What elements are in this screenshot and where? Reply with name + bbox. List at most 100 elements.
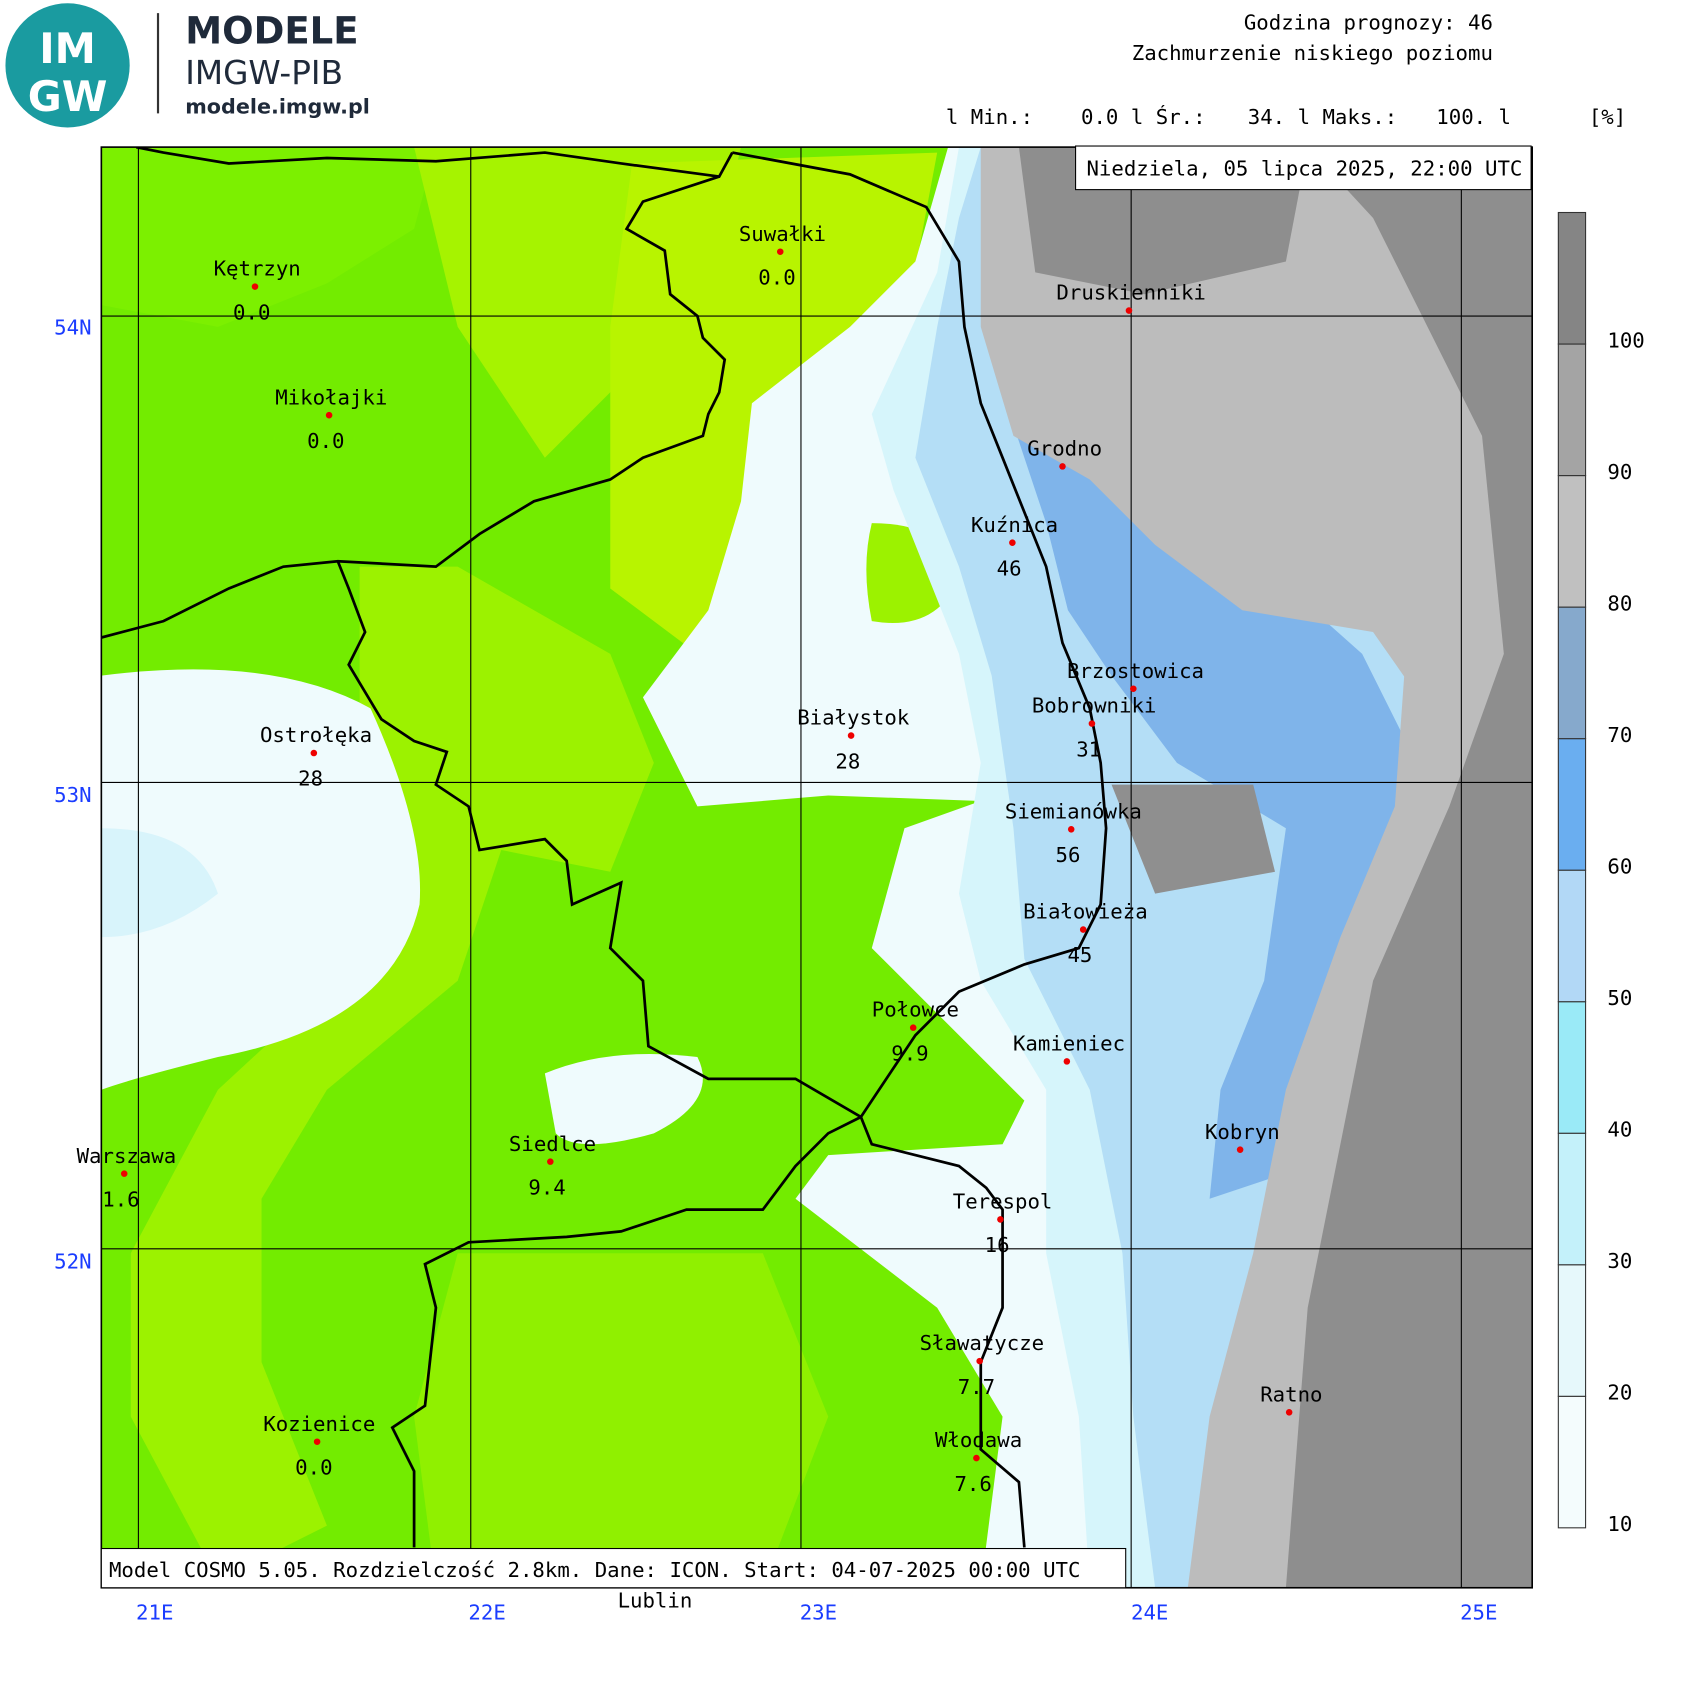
city-name: Białowieża: [1023, 900, 1148, 924]
legend-swatch: [1557, 1001, 1587, 1134]
city-dot: [1236, 1146, 1244, 1153]
city-dot: [251, 283, 259, 290]
forecast-hour: Godzina prognozy: 46: [1244, 10, 1493, 34]
lon-label: 21E: [136, 1600, 173, 1624]
legend-swatch: [1557, 211, 1587, 345]
legend-label: 90: [1607, 460, 1632, 484]
city-name: Warszawa: [77, 1144, 177, 1168]
city-value: 0.0: [307, 429, 344, 453]
city-dot: [1009, 539, 1016, 546]
lat-label: 52N: [54, 1249, 91, 1273]
legend-swatch: [1557, 606, 1587, 740]
city-dot: [1059, 463, 1066, 470]
stat: l Min.:: [946, 105, 1033, 129]
city-name: Terespol: [953, 1190, 1053, 1214]
site: modele.imgw.pl: [185, 94, 370, 118]
city-dot: [776, 248, 784, 255]
city-name: Bobrowniki: [1032, 694, 1157, 718]
city-dot: [997, 1216, 1004, 1223]
city-dot: [1285, 1409, 1293, 1416]
city-name: Brzostowica: [1067, 659, 1204, 683]
legend-label: 80: [1607, 591, 1632, 615]
logo-circle: [5, 3, 130, 128]
city-value: 45: [1067, 943, 1092, 967]
place-label: Lublin: [618, 1588, 693, 1612]
city-value: 1.6: [102, 1187, 139, 1211]
city-value: 9.9: [891, 1041, 928, 1065]
city-name: Kuźnica: [971, 513, 1058, 537]
legend-label: 10: [1607, 1512, 1632, 1536]
city-dot: [1088, 720, 1096, 727]
lat-label: 54N: [54, 316, 91, 340]
city-dot: [547, 1158, 554, 1165]
legend-swatch: [1557, 1264, 1587, 1397]
date-box: [1075, 145, 1532, 191]
field: [101, 147, 1533, 1588]
city-dot: [325, 411, 333, 419]
stat: 100. l: [1436, 105, 1511, 129]
city-name: Druskienniki: [1056, 281, 1205, 305]
legend-swatch: [1557, 738, 1587, 871]
city-dot: [1079, 926, 1087, 933]
overlay: 21E 22E 23E 24E 25E 54N 53N 52N 10 20 30 40 50 60 70 80…: [54, 211, 1645, 1624]
city-value: 16: [985, 1233, 1010, 1257]
legend-label: 20: [1607, 1381, 1632, 1405]
city-name: Grodno: [1027, 437, 1102, 461]
field-name: Zachmurzenie niskiego poziomu: [1132, 41, 1493, 65]
city-name: Ratno: [1260, 1382, 1322, 1406]
legend-swatch: [1557, 343, 1587, 477]
city-name: Ostrołęka: [260, 723, 372, 747]
city-dot: [973, 1454, 980, 1462]
city-dot: [1067, 826, 1075, 833]
city-dot: [1125, 307, 1133, 314]
legend-swatch: [1557, 1395, 1587, 1529]
city-dot: [313, 1438, 321, 1445]
footer: Model COSMO 5.05. Rozdzielczość 2.8km. D…: [109, 1558, 1080, 1582]
city-name: Siemianówka: [1005, 799, 1142, 823]
legend-label: 50: [1607, 986, 1632, 1010]
legend-label: 100: [1607, 328, 1644, 352]
brand: MODELE: [185, 10, 358, 53]
city-value: 0.0: [295, 1455, 332, 1479]
legend-label: 30: [1607, 1249, 1632, 1273]
city-value: 7.7: [958, 1375, 995, 1399]
legend-label: 60: [1607, 854, 1632, 878]
lon-label: 25E: [1460, 1600, 1497, 1624]
city-value: 28: [835, 749, 860, 773]
stat: 34. l Maks.:: [1248, 105, 1397, 129]
logo-bottom: GW: [28, 73, 108, 121]
city-value: 7.6: [954, 1472, 991, 1496]
org: IMGW-PIB: [185, 54, 343, 92]
city-name: Kamieniec: [1013, 1032, 1125, 1056]
legend-swatch: [1557, 1132, 1587, 1266]
city-value: 0.0: [758, 265, 795, 289]
date: Niedziela, 05 lipca 2025, 22:00 UTC: [1086, 156, 1522, 180]
city-value: 31: [1076, 737, 1101, 761]
city-name: Kętrzyn: [214, 257, 301, 281]
city-dot: [120, 1170, 128, 1177]
city-dot: [976, 1357, 983, 1365]
city-name: Białystok: [797, 706, 910, 730]
unit: [%]: [1589, 105, 1626, 129]
city-name: Siedlce: [509, 1132, 596, 1156]
city-value: 0.0: [233, 300, 270, 324]
city-dot: [310, 749, 318, 757]
lon-label: 24E: [1131, 1600, 1168, 1624]
city-value: 56: [1055, 843, 1080, 867]
city-dot: [909, 1024, 917, 1031]
city-value: 9.4: [528, 1175, 565, 1199]
city-name: Mikołajki: [275, 385, 387, 409]
city-name: Sławatycze: [920, 1331, 1045, 1355]
legend-label: 40: [1607, 1117, 1632, 1141]
legend-swatch: [1557, 475, 1587, 608]
city-value: 46: [997, 556, 1022, 580]
lon-label: 23E: [800, 1600, 837, 1624]
city-dot: [1130, 685, 1137, 692]
city-name: Kozienice: [263, 1412, 375, 1436]
lon-label: 22E: [468, 1600, 505, 1624]
city-name: Kobryn: [1205, 1120, 1280, 1144]
city-name: Połowce: [872, 998, 959, 1022]
city-dot: [847, 732, 855, 739]
city-name: Suwałki: [739, 222, 826, 246]
